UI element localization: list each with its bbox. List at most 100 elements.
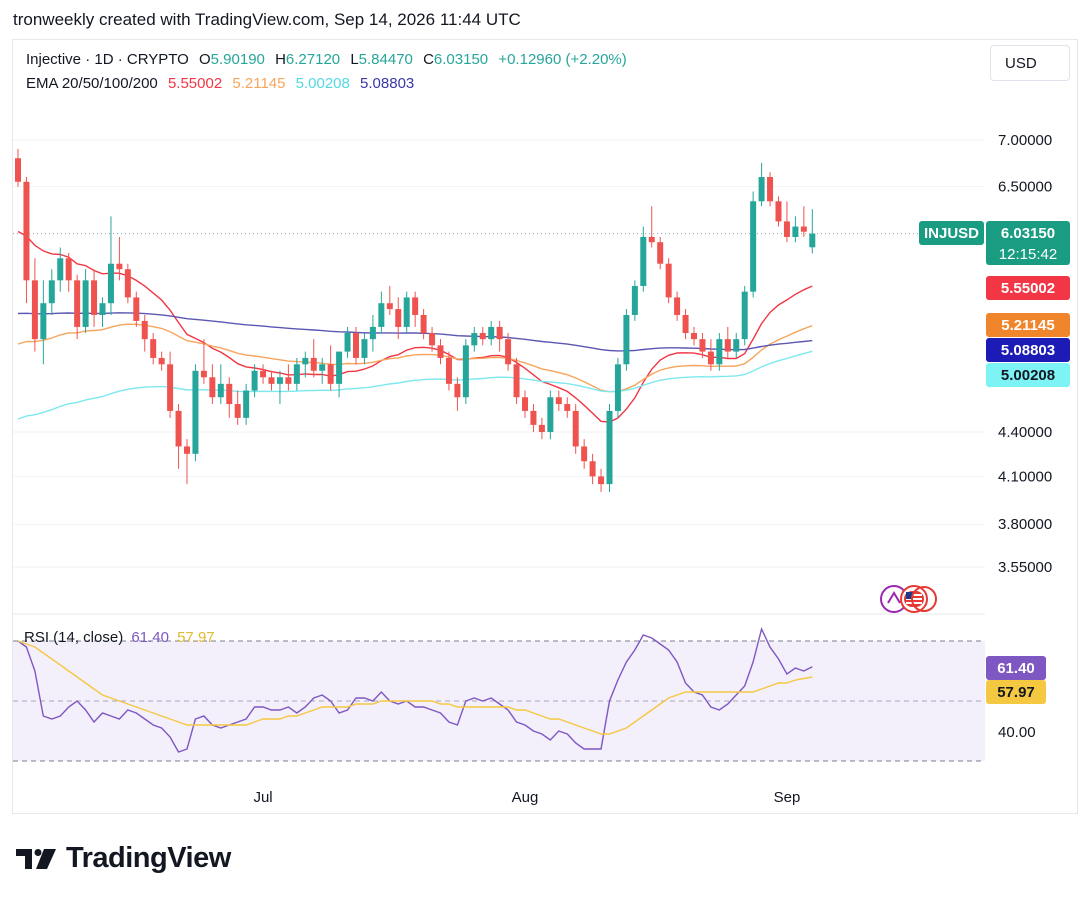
candle — [260, 364, 267, 384]
candle — [31, 258, 38, 352]
candle-body — [462, 345, 469, 398]
candle — [175, 404, 182, 469]
candle — [657, 236, 664, 270]
ema-line-200 — [17, 312, 813, 352]
candle-body — [150, 339, 157, 358]
candle — [589, 453, 596, 485]
candle-body — [750, 201, 757, 292]
tradingview-logo[interactable]: TradingView — [16, 842, 231, 875]
candle-body — [555, 397, 562, 405]
rsi-ma-line — [17, 640, 813, 735]
candle-body — [775, 201, 782, 222]
ema-legend: EMA 20/50/100/200 5.55002 5.21145 5.0020… — [26, 75, 416, 92]
candle — [682, 309, 689, 340]
candle-body — [91, 280, 98, 315]
candle-body — [200, 370, 207, 378]
candle-body — [133, 297, 140, 321]
high-label: H — [275, 51, 286, 68]
candle — [192, 364, 199, 462]
candle — [800, 206, 807, 237]
ema100-badge: 5.00208 — [986, 363, 1070, 387]
high-value: 6.27120 — [285, 51, 341, 68]
candle-body — [310, 357, 317, 371]
rsi-lines — [17, 626, 813, 753]
candle — [23, 177, 30, 304]
open-label: O — [199, 51, 211, 68]
candle — [758, 162, 765, 207]
ema50-badge: 5.21145 — [986, 313, 1070, 337]
candle-body — [48, 280, 55, 304]
candle-body — [792, 226, 799, 237]
candle-body — [606, 410, 613, 485]
currency-selector[interactable]: USD — [990, 45, 1070, 81]
candle-body — [724, 339, 731, 352]
candle — [606, 404, 613, 492]
candle-body — [268, 377, 275, 384]
chart-caption: tronweekly created with TradingView.com,… — [13, 10, 521, 29]
ohlc-legend: Injective · 1D · CRYPTO O5.90190 H6.2712… — [26, 51, 629, 68]
last-price-badge-text: 6.03150 — [1001, 225, 1055, 242]
candle — [361, 333, 368, 365]
candle-body — [361, 339, 368, 358]
candle-body — [116, 263, 123, 270]
price-axis: 7.00000 6.50000 4.40000 4.10000 3.80000 3.550… — [998, 132, 1052, 576]
symbol-label: Injective · 1D · CRYPTO — [26, 51, 189, 68]
candle-body — [234, 404, 241, 418]
candle-body — [99, 303, 106, 315]
candle — [530, 404, 537, 432]
candle-body — [217, 383, 224, 398]
candle — [386, 285, 393, 315]
candle-body — [741, 291, 748, 340]
time-tick-label: Jul — [253, 789, 272, 806]
candle — [74, 274, 81, 340]
candle — [699, 333, 706, 358]
candle — [107, 216, 114, 315]
candle-body — [513, 364, 520, 398]
grid-lines — [13, 139, 985, 568]
candle — [623, 309, 630, 371]
candle — [133, 291, 140, 327]
low-label: L — [350, 51, 359, 68]
time-tick-label: Sep — [774, 789, 801, 806]
ema20-badge: 5.55002 — [986, 276, 1070, 300]
candle — [429, 326, 436, 352]
candle-body — [471, 333, 478, 346]
candle-body — [251, 370, 258, 391]
tradingview-logo-icon — [16, 848, 56, 869]
candle-body — [302, 357, 309, 365]
ema-line-50 — [17, 323, 813, 393]
candle-body — [758, 177, 765, 202]
candle-body — [640, 236, 647, 286]
price-tick-label: 3.80000 — [998, 516, 1052, 533]
ema100-value: 5.00208 — [295, 75, 350, 92]
candle-body — [454, 383, 461, 398]
candle-body — [243, 390, 250, 418]
candle-body — [538, 424, 545, 432]
ema200-badge: 5.08803 — [986, 338, 1070, 362]
candle-body — [767, 177, 774, 202]
candle-body — [293, 364, 300, 384]
candle-body — [353, 333, 359, 358]
candle-body — [167, 364, 174, 411]
candle-body — [23, 181, 30, 281]
close-value: 6.03150 — [433, 51, 489, 68]
candle — [640, 226, 647, 292]
candle — [200, 339, 207, 384]
candle — [336, 351, 343, 398]
candle — [116, 236, 123, 281]
candle-body — [682, 314, 689, 334]
candle — [581, 439, 588, 469]
candle-body — [192, 370, 199, 454]
rsi-badge: 61.40 — [986, 656, 1046, 680]
candle — [167, 351, 174, 418]
candle-body — [285, 377, 292, 384]
time-tick-label: Aug — [512, 789, 539, 806]
rsi-badge-text: 61.40 — [997, 660, 1035, 677]
candle — [48, 269, 55, 315]
candle-body — [276, 377, 283, 384]
candle-body — [445, 357, 452, 384]
candle-body — [107, 263, 114, 304]
candle — [555, 390, 562, 411]
candle-body — [386, 303, 393, 310]
